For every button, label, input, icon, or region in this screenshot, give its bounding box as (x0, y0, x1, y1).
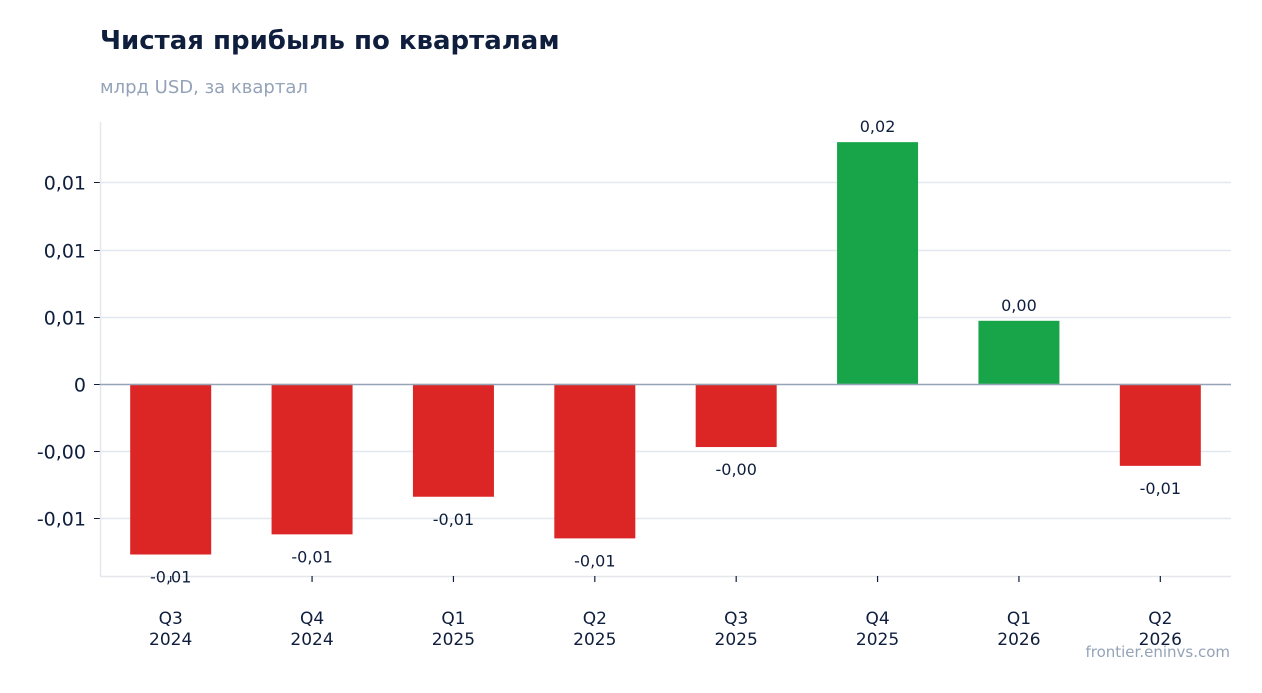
x-tick-label-year: 2025 (573, 630, 616, 650)
grid-lines (100, 181, 1231, 520)
data-label: 0,02 (860, 117, 896, 136)
bar (1119, 383, 1201, 466)
bar (271, 383, 353, 535)
x-tick-label-year: 2025 (432, 630, 475, 650)
x-tick-label-quarter: Q1 (1007, 609, 1031, 629)
y-tick-label: 0 (74, 375, 86, 397)
data-label: -0,01 (1140, 479, 1181, 498)
bar (554, 383, 636, 539)
x-tick-label-quarter: Q4 (300, 609, 324, 629)
x-tick-label-year: 2024 (290, 630, 333, 650)
data-label: -0,00 (715, 460, 756, 479)
x-tick-label-quarter: Q1 (441, 609, 465, 629)
x-tick-label-year: 2024 (149, 630, 192, 650)
chart-title: Чистая прибыль по кварталам (100, 26, 560, 56)
data-label: -0,01 (574, 551, 615, 570)
y-tick-label: -0,00 (37, 442, 86, 464)
y-tick-label: 0,01 (44, 308, 86, 330)
data-label: -0,01 (291, 547, 332, 566)
chart-subtitle: млрд USD, за квартал (100, 77, 308, 98)
x-tick-label-year: 2025 (856, 630, 899, 650)
data-label: 0,00 (1001, 296, 1037, 315)
watermark: frontier.eninvs.com (1085, 643, 1230, 661)
axes: -0,01-0,0000,010,010,01Q32024Q42024Q1202… (37, 122, 1231, 650)
data-label: -0,01 (150, 568, 191, 587)
bar (130, 383, 212, 555)
y-tick-label: 0,01 (44, 241, 86, 263)
x-tick-label-year: 2026 (997, 630, 1040, 650)
bars (130, 142, 1201, 555)
x-tick-label-year: 2026 (1139, 630, 1182, 650)
x-tick-label-year: 2025 (715, 630, 758, 650)
y-tick-label: 0,01 (44, 173, 86, 195)
y-tick-label: -0,01 (37, 509, 86, 531)
x-tick-label-quarter: Q3 (724, 609, 748, 629)
x-tick-label-quarter: Q4 (865, 609, 889, 629)
bar (695, 383, 777, 448)
bar (412, 383, 494, 497)
bar (978, 320, 1060, 384)
bar (837, 142, 919, 384)
data-label: -0,01 (433, 510, 474, 529)
x-tick-label-quarter: Q3 (159, 609, 183, 629)
data-labels: -0,01 -0,01 -0,01 -0,01 -0,00 0,02 0,00 -0,01 (150, 117, 1181, 586)
x-tick-label-quarter: Q2 (583, 609, 607, 629)
x-tick-label-quarter: Q2 (1148, 609, 1172, 629)
